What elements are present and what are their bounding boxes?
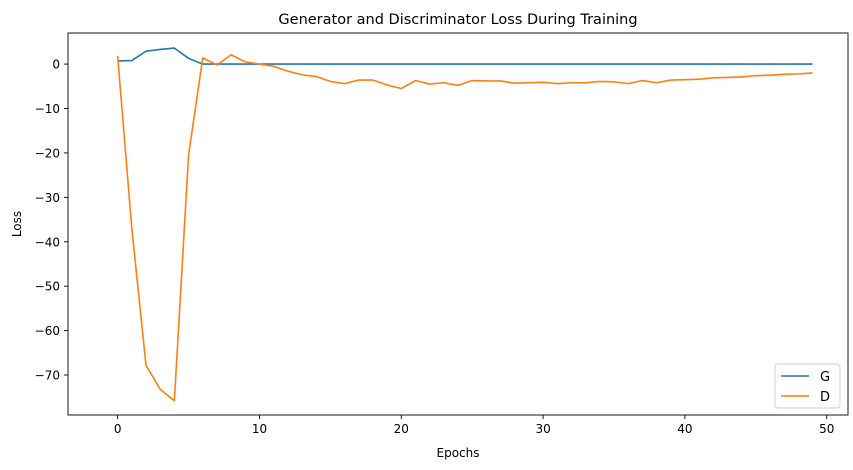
plot-lines [116,47,813,402]
y-tick-label: −70 [35,369,60,383]
x-tick-label: 10 [252,422,267,436]
series-line-d [116,53,813,402]
y-tick-label: 0 [52,58,60,72]
legend-box [774,363,841,409]
x-tick-label: 30 [535,422,550,436]
y-axis-ticks: 0 −10 −20 −30 −40 −50 −60 −70 [35,58,68,383]
x-tick-label: 0 [114,422,122,436]
series-line-g [117,47,813,65]
y-tick-label: −20 [35,146,60,160]
chart-title: Generator and Discriminator Loss During … [278,12,637,28]
x-axis-label: Epochs [437,446,480,460]
legend-label-g: G [820,370,830,385]
x-axis-ticks: 0 10 20 30 40 50 [114,415,834,436]
x-tick-label: 40 [677,422,692,436]
x-tick-label: 50 [819,422,834,436]
y-tick-label: −10 [35,102,60,116]
x-tick-label: 20 [394,422,409,436]
legend: G D [774,363,841,409]
y-tick-label: −50 [35,280,60,294]
legend-label-d: D [820,390,830,405]
y-tick-label: −60 [35,324,60,338]
y-axis-label: Loss [10,211,24,237]
y-tick-label: −30 [35,191,60,205]
axes-frame [67,32,849,416]
y-tick-label: −40 [35,235,60,249]
